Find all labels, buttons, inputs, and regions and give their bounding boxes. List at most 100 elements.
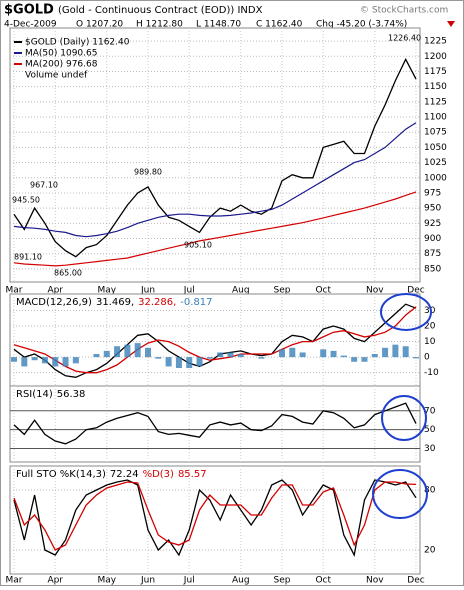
- histogram-bar: [392, 344, 399, 358]
- open: O 1207.20: [76, 20, 123, 30]
- histogram-bar: [237, 354, 244, 358]
- x-tick-label: Jul: [183, 286, 195, 296]
- x-tick-label: Dec: [407, 576, 424, 586]
- y-tick-label: 975: [424, 188, 441, 198]
- histogram-bar: [206, 357, 213, 359]
- annotation: 945.50: [12, 196, 40, 205]
- annotation: 865.00: [54, 269, 82, 278]
- x-tick-label: Sep: [274, 576, 291, 586]
- histogram-bar: [330, 350, 337, 358]
- y-tick-label: 30: [424, 306, 436, 316]
- series-line: [13, 122, 417, 238]
- x-tick-label: Mar: [6, 576, 23, 586]
- histogram-bar: [93, 354, 100, 358]
- x-tick-label: Oct: [315, 286, 331, 296]
- x-tick-label: May: [97, 286, 116, 296]
- histogram-bar: [165, 357, 172, 367]
- y-tick-label: 1050: [424, 143, 447, 153]
- legend-label: MA(50) 1090.65: [25, 49, 97, 59]
- histogram-bar: [41, 357, 48, 364]
- x-tick-label: Jul: [183, 576, 195, 586]
- histogram-bar: [279, 349, 285, 358]
- histogram-bar: [21, 357, 28, 367]
- panel-label: Full STO %K(14,3): [16, 469, 106, 480]
- annotation: 1226.40: [388, 34, 421, 43]
- x-tick-label: Dec: [407, 286, 424, 296]
- histogram-bar: [227, 352, 234, 358]
- histogram-bar: [299, 352, 306, 358]
- y-tick-label: -10: [424, 368, 439, 378]
- legend-label: 32.286,: [138, 297, 176, 308]
- histogram-bar: [382, 347, 389, 358]
- x-tick-label: Apr: [47, 286, 63, 296]
- highlight-circle: [372, 469, 428, 519]
- y-tick-label: 875: [424, 249, 441, 259]
- histogram-bar: [103, 350, 110, 358]
- series-line: [13, 402, 417, 445]
- histogram-bar: [320, 349, 327, 358]
- legend-label: $GOLD (Daily) 1162.40: [25, 38, 130, 48]
- x-tick-label: Aug: [232, 576, 250, 586]
- change: Chg -45.20 (-3.74%): [316, 20, 407, 30]
- histogram-bar: [217, 352, 224, 358]
- x-tick-label: Jun: [140, 286, 155, 296]
- y-tick-label: 1125: [424, 97, 447, 107]
- histogram-bar: [196, 357, 203, 367]
- histogram-bar: [371, 354, 378, 358]
- y-tick-label: 70: [424, 406, 436, 416]
- highlight-circle: [381, 395, 427, 441]
- y-tick-label: 1075: [424, 128, 447, 138]
- legend-label: %D(3): [143, 469, 174, 480]
- histogram-bar: [340, 355, 347, 358]
- histogram-bar: [155, 357, 162, 359]
- symbol: $GOLD: [4, 3, 54, 18]
- x-tick-label: Jun: [140, 576, 155, 586]
- x-tick-label: Sep: [274, 286, 291, 296]
- x-tick-label: Nov: [366, 576, 384, 586]
- legend-label: 56.38: [57, 389, 86, 400]
- histogram-bar: [114, 346, 121, 358]
- histogram-bar: [124, 344, 131, 358]
- x-tick-label: Aug: [232, 286, 250, 296]
- histogram-bar: [402, 346, 409, 358]
- histogram-bar: [413, 357, 419, 359]
- series-line: [13, 481, 417, 551]
- y-tick-label: 50: [424, 425, 436, 435]
- y-tick-label: 0: [424, 353, 430, 363]
- y-tick-label: 1200: [424, 52, 447, 62]
- histogram-bar: [62, 357, 69, 367]
- y-tick-label: 1225: [424, 37, 447, 47]
- highlight-circle: [380, 293, 432, 331]
- y-tick-label: 850: [424, 264, 441, 274]
- histogram-bar: [11, 357, 17, 362]
- legend-label: -0.817: [180, 297, 212, 308]
- annotation: 905.10: [184, 241, 212, 250]
- panel-label: RSI(14): [16, 389, 53, 400]
- series-line: [13, 303, 417, 378]
- y-tick-label: 1100: [424, 113, 447, 123]
- panel: [9, 27, 421, 283]
- annotation: 891.10: [14, 253, 42, 262]
- panel: [9, 465, 421, 575]
- y-tick-label: 30: [424, 444, 436, 454]
- panel: [9, 385, 421, 463]
- y-tick-label: 1000: [424, 173, 447, 183]
- series-line: [13, 306, 417, 374]
- x-tick-label: Mar: [6, 286, 23, 296]
- legend-value: 85.57: [178, 469, 207, 480]
- x-tick-label: May: [97, 576, 116, 586]
- histogram-bar: [31, 357, 38, 361]
- panel-label: MACD(12,26,9): [16, 297, 92, 308]
- y-tick-label: 10: [424, 337, 436, 347]
- legend-label: Volume undef: [25, 71, 88, 81]
- credit: © StockCharts.com: [360, 6, 448, 16]
- y-tick-label: 20: [424, 546, 436, 556]
- low: L 1148.70: [196, 20, 241, 30]
- y-tick-label: 80: [424, 486, 436, 496]
- close: C 1162.40: [256, 20, 303, 30]
- series-line: [13, 479, 417, 557]
- histogram-bar: [186, 357, 193, 368]
- x-tick-label: Nov: [366, 286, 384, 296]
